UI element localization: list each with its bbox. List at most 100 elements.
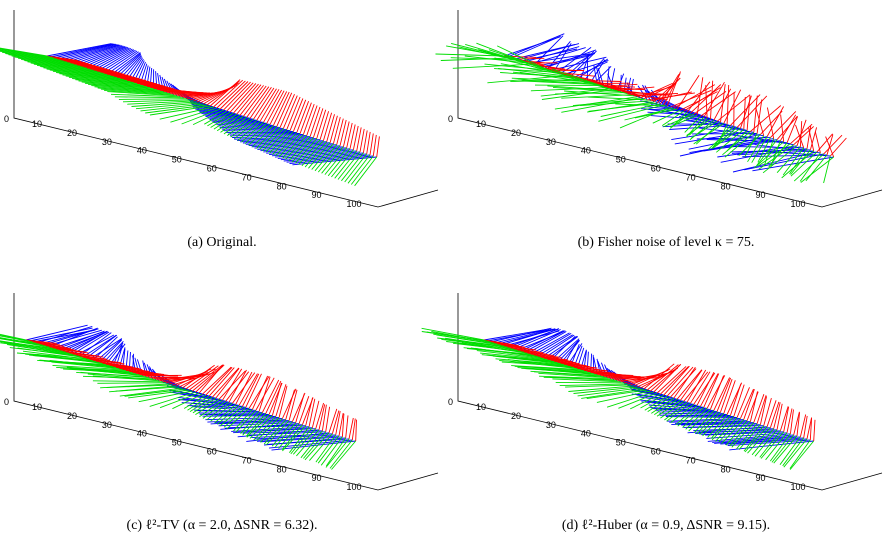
needle-red — [130, 81, 168, 88]
needle-blue — [62, 331, 107, 352]
needle-red — [95, 360, 133, 368]
needle-green — [192, 109, 224, 126]
needle-green — [476, 350, 544, 359]
needle-green — [59, 73, 127, 81]
needle-green — [275, 132, 298, 157]
needle-blue — [507, 33, 565, 58]
needle-red — [96, 70, 132, 77]
needle-green — [296, 429, 320, 457]
needle-green — [652, 109, 681, 124]
needle-red — [780, 114, 785, 142]
needle-red — [676, 369, 703, 400]
needle-green — [541, 89, 614, 100]
needle-green — [97, 87, 167, 94]
needle-green — [670, 403, 695, 423]
needle-green — [731, 422, 755, 448]
needle-green — [769, 433, 791, 462]
needle-green — [507, 359, 574, 368]
needle-red — [65, 351, 100, 357]
needle-red — [372, 134, 377, 157]
needle-red — [245, 373, 262, 408]
x-tick-label: 90 — [312, 190, 322, 200]
needle-blue — [85, 334, 118, 359]
needle-blue — [29, 327, 93, 342]
subplot-l2-huber: 0 10 20 30 40 50 60 70 80 90 100 (d) ℓ²-Huber (α =… — [421, 273, 888, 546]
needle-green — [138, 390, 193, 403]
needle-green — [81, 81, 151, 89]
needle-red — [296, 101, 310, 133]
x-tick-label: 40 — [137, 429, 147, 439]
needle-green — [263, 419, 287, 445]
x-tick-label: 80 — [721, 181, 731, 191]
needle-green — [317, 435, 340, 464]
needle-green — [199, 399, 223, 418]
needle-red — [251, 375, 269, 410]
needle-green — [230, 118, 254, 138]
needle-red — [208, 367, 235, 397]
needle-red — [753, 394, 765, 423]
needle-blue — [72, 331, 110, 355]
needle-green — [421, 327, 485, 341]
needle-red — [786, 116, 799, 143]
needle-blue — [292, 156, 377, 166]
x-tick-label: 10 — [32, 119, 42, 129]
needle-red — [643, 363, 675, 390]
needle-red — [325, 406, 331, 432]
needle-green — [52, 70, 121, 79]
needle-green — [757, 137, 771, 163]
needle-blue — [720, 437, 804, 445]
needle-blue — [537, 53, 595, 67]
caption-original: (a) Original. — [187, 235, 257, 250]
x-tick-label: 20 — [511, 128, 521, 138]
needle-green — [22, 350, 90, 360]
x-tick-label: 80 — [721, 464, 731, 474]
needle-blue — [195, 410, 263, 413]
needle-green — [337, 151, 361, 180]
needle-red — [110, 74, 146, 81]
needle-blue — [90, 48, 132, 70]
x-tick-label: 60 — [651, 164, 661, 174]
needle-green — [552, 86, 621, 93]
needle-red — [265, 380, 282, 414]
needle-red — [617, 86, 655, 92]
needle-blue — [636, 394, 691, 404]
needle-green — [465, 43, 521, 62]
needle-red — [202, 366, 232, 395]
series-green — [0, 47, 378, 187]
x-tick-label: 30 — [102, 137, 112, 147]
needle-red — [70, 62, 103, 69]
needle-green — [75, 368, 143, 377]
needle-red — [312, 108, 324, 138]
needle-green — [36, 64, 104, 74]
needle-blue — [659, 412, 728, 415]
needle-green — [484, 63, 551, 71]
needle-red — [159, 374, 199, 382]
needle-green — [246, 414, 270, 438]
needle-red — [349, 124, 356, 149]
needle-red — [826, 134, 834, 156]
needle-green — [435, 53, 505, 57]
needle-green — [27, 61, 94, 71]
needle-green — [291, 137, 314, 163]
needle-red — [680, 369, 703, 401]
needle-green — [695, 121, 721, 145]
needle-green — [187, 395, 210, 411]
needle-red — [56, 58, 89, 65]
needle-green — [127, 100, 194, 105]
needle-green — [265, 420, 290, 446]
needle-green — [204, 110, 228, 125]
needle-green — [110, 93, 181, 98]
needle-green — [265, 129, 288, 153]
axis-frame — [457, 10, 883, 208]
needle-green — [564, 76, 628, 95]
needle-green — [183, 394, 207, 409]
needle-green — [274, 422, 297, 448]
needle-red — [809, 418, 813, 441]
needle-red — [123, 79, 161, 86]
needle-red — [238, 373, 258, 406]
needle-red — [216, 80, 246, 109]
needle-red — [766, 400, 777, 427]
needle-green — [317, 145, 341, 173]
needle-red — [315, 402, 325, 429]
needle-red — [823, 134, 843, 155]
